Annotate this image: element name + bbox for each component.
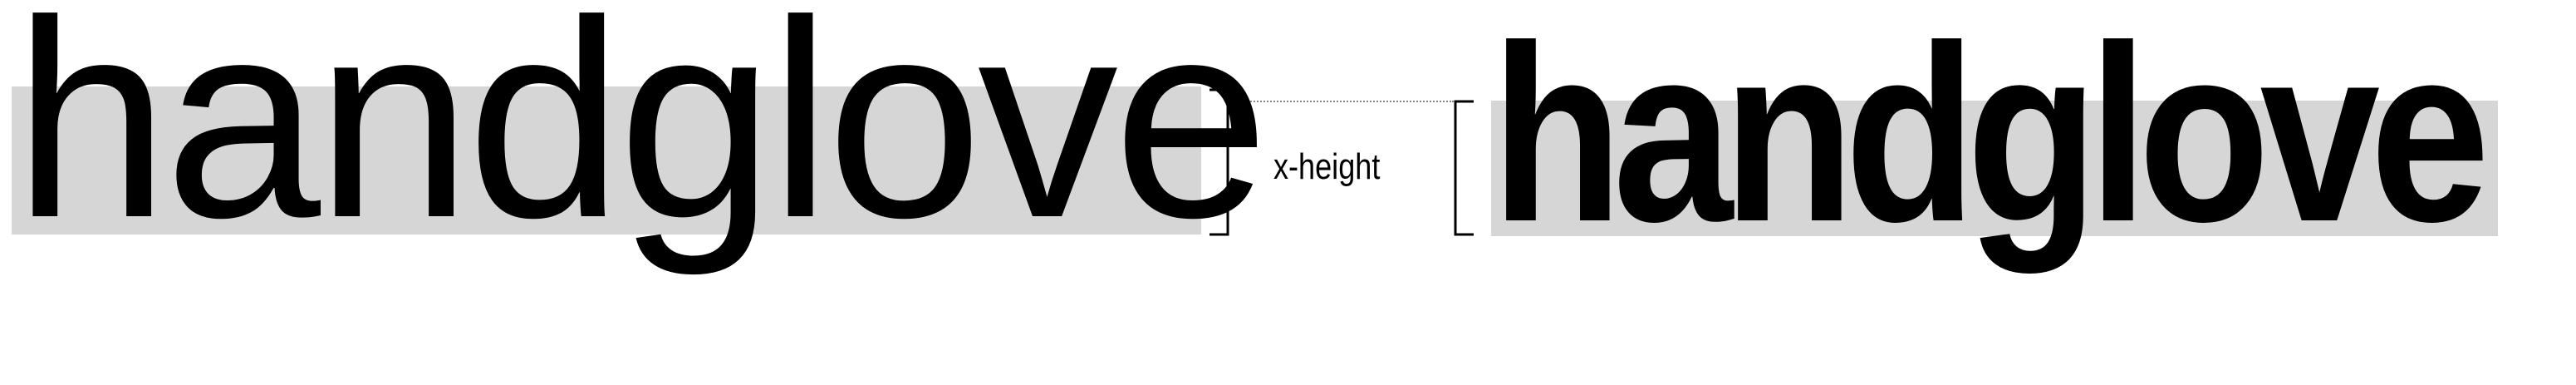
x-height-bracket-right [1454,100,1474,236]
x-height-bracket-left [1209,88,1229,236]
x-height-band-right [1491,101,2498,236]
specimen-word-condensed-bold: handglove [1491,0,2490,274]
x-height-label: x-height [1273,146,1381,187]
x-height-guide-line [1231,101,1454,102]
specimen-word-regular: handglove [13,0,1269,276]
x-height-band-left [12,86,1201,234]
